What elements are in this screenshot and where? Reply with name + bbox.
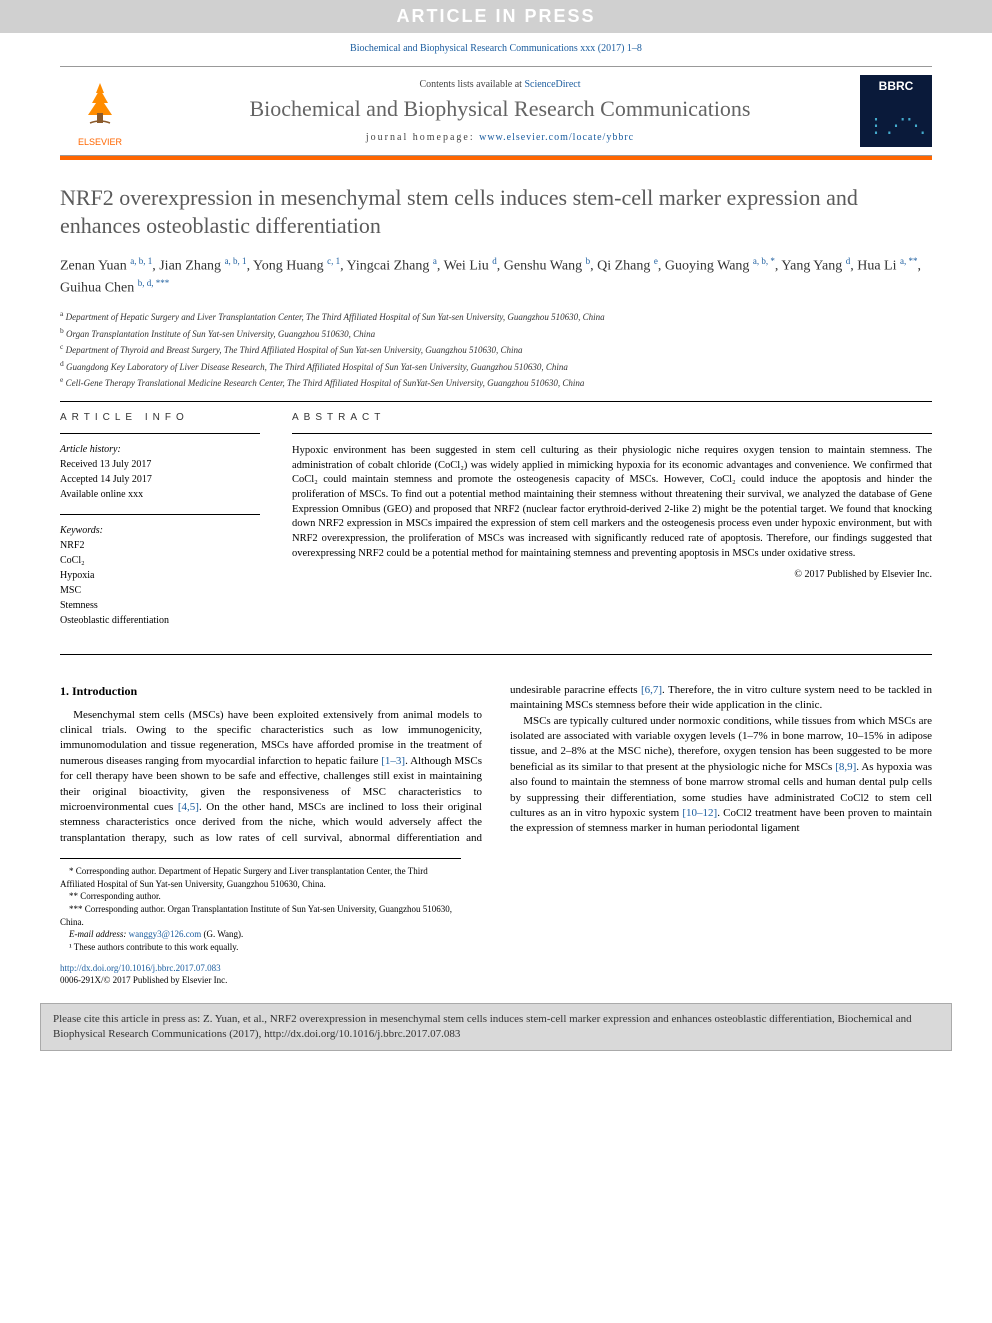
header-center: Contents lists available at ScienceDirec… (140, 75, 860, 147)
equal-contribution: ¹ These authors contribute to this work … (60, 941, 461, 954)
cover-graphic: ⋮⋰⋱ (866, 113, 926, 138)
cover-abbrev: BBRC (879, 79, 914, 93)
keyword-item: Stemness (60, 598, 260, 613)
body-para-2: MSCs are typically cultured under normox… (510, 714, 932, 837)
corresponding-3: *** Corresponding author. Organ Transpla… (60, 903, 461, 928)
journal-cover-thumb: BBRC ⋮⋰⋱ (860, 75, 932, 147)
author-list: Zenan Yuan a, b, 1, Jian Zhang a, b, 1, … (60, 255, 932, 298)
keywords-label: Keywords: (60, 523, 260, 538)
affiliation-item: d Guangdong Key Laboratory of Liver Dise… (60, 358, 932, 375)
affiliation-item: e Cell-Gene Therapy Translational Medici… (60, 374, 932, 391)
divider (60, 401, 932, 402)
sciencedirect-link[interactable]: ScienceDirect (524, 79, 580, 90)
affiliations: a Department of Hepatic Surgery and Live… (60, 308, 932, 391)
abstract-text: Hypoxic environment has been suggested i… (292, 444, 932, 562)
corresponding-2: ** Corresponding author. (60, 890, 461, 903)
email-line: E-mail address: wanggy3@126.com (G. Wang… (60, 928, 461, 941)
received-date: Received 13 July 2017 (60, 457, 260, 472)
divider (60, 514, 260, 515)
article-info-column: ARTICLE INFO Article history: Received 1… (60, 412, 260, 640)
keywords-list: NRF2CoCl₂HypoxiaMSCStemnessOsteoblastic … (60, 538, 260, 628)
citation-link[interactable]: [6,7] (641, 684, 662, 696)
citation-link[interactable]: [8,9] (835, 761, 856, 773)
history-label: Article history: (60, 442, 260, 457)
corresponding-1: * Corresponding author. Department of He… (60, 865, 461, 890)
citation-link[interactable]: [10–12] (682, 807, 717, 819)
contents-prefix: Contents lists available at (419, 79, 524, 90)
accepted-date: Accepted 14 July 2017 (60, 472, 260, 487)
article-title: NRF2 overexpression in mesenchymal stem … (60, 184, 932, 239)
publisher-name: ELSEVIER (78, 137, 122, 147)
intro-heading: 1. Introduction (60, 683, 482, 700)
cite-footer: Please cite this article in press as: Z.… (40, 1003, 952, 1052)
keyword-item: Osteoblastic differentiation (60, 613, 260, 628)
homepage-link[interactable]: www.elsevier.com/locate/ybbrc (479, 132, 634, 143)
keyword-item: CoCl₂ (60, 553, 260, 568)
abstract-heading: ABSTRACT (292, 412, 932, 423)
affiliation-item: a Department of Hepatic Surgery and Live… (60, 308, 932, 325)
article-info-heading: ARTICLE INFO (60, 412, 260, 423)
journal-name: Biochemical and Biophysical Research Com… (148, 96, 852, 122)
homepage-line: journal homepage: www.elsevier.com/locat… (148, 132, 852, 143)
in-press-banner: ARTICLE IN PRESS (0, 0, 992, 33)
top-citation: Biochemical and Biophysical Research Com… (0, 33, 992, 58)
doi-link[interactable]: http://dx.doi.org/10.1016/j.bbrc.2017.07… (60, 963, 221, 973)
affiliation-item: c Department of Thyroid and Breast Surge… (60, 341, 932, 358)
homepage-prefix: journal homepage: (366, 132, 479, 143)
footnotes: * Corresponding author. Department of He… (60, 858, 461, 953)
keywords-block: Keywords: NRF2CoCl₂HypoxiaMSCStemnessOst… (60, 523, 260, 628)
journal-header: ELSEVIER Contents lists available at Sci… (60, 66, 932, 156)
keyword-item: MSC (60, 583, 260, 598)
citation-link[interactable]: [4,5] (178, 801, 199, 813)
citation-link[interactable]: [1–3] (381, 755, 405, 767)
elsevier-tree-icon (70, 75, 130, 135)
divider (292, 433, 932, 434)
abstract-column: ABSTRACT Hypoxic environment has been su… (292, 412, 932, 640)
divider (60, 654, 932, 655)
issn-line: 0006-291X/© 2017 Published by Elsevier I… (60, 975, 227, 985)
publisher-logo: ELSEVIER (60, 75, 140, 147)
body-columns: 1. Introduction Mesenchymal stem cells (… (60, 683, 932, 846)
keyword-item: Hypoxia (60, 568, 260, 583)
doi-block: http://dx.doi.org/10.1016/j.bbrc.2017.07… (60, 963, 932, 986)
divider (60, 433, 260, 434)
article-history: Article history: Received 13 July 2017 A… (60, 442, 260, 502)
contents-line: Contents lists available at ScienceDirec… (148, 79, 852, 90)
online-date: Available online xxx (60, 487, 260, 502)
abstract-copyright: © 2017 Published by Elsevier Inc. (292, 569, 932, 580)
email-link[interactable]: wanggy3@126.com (129, 929, 202, 939)
affiliation-item: b Organ Transplantation Institute of Sun… (60, 325, 932, 342)
keyword-item: NRF2 (60, 538, 260, 553)
